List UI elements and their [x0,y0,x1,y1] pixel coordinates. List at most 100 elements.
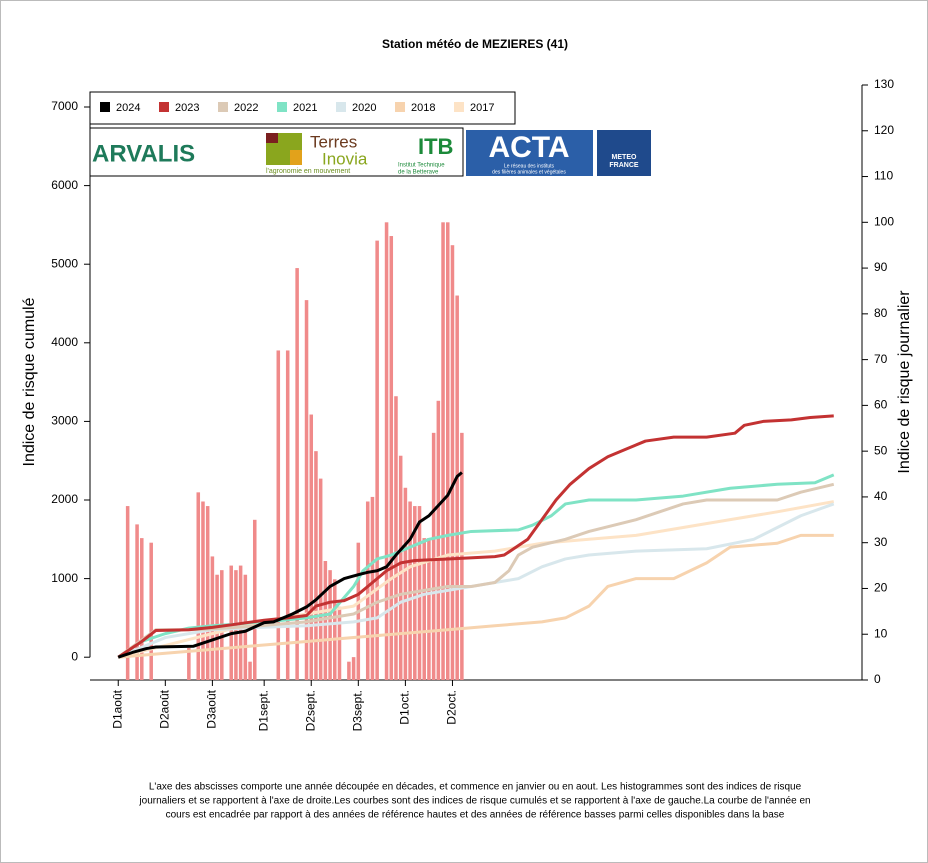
y2-tick-label: 130 [874,77,894,91]
y2-tick-label: 90 [874,260,888,274]
bar [323,561,328,680]
logo-arvalis: ARVALIS [92,140,195,167]
logo-inovia: Inovia [322,149,368,168]
bar [422,538,426,680]
y2-tick-label: 60 [874,398,888,412]
legend: 2024 2023 2022 2021 2020 2018 2017 [89,91,516,125]
legend-label: 2020 [352,102,376,114]
legend-swatch [277,102,287,112]
bar [403,487,408,680]
caption-line: journaliers et se rapportent à l'axe de … [138,796,810,807]
legend-label: 2023 [175,102,199,114]
logo-acta: ACTA [488,131,569,164]
bar [417,506,422,680]
caption-line: L'axe des abscisses comporte une année d… [149,782,802,793]
legend-label: 2024 [116,102,140,114]
x-tick-label: D2sept. [303,690,317,731]
y2-tick-label: 40 [874,489,888,503]
bar [455,295,459,680]
bar [201,501,205,680]
y-tick-label: 5000 [51,256,78,270]
x-tick-label: D1oct. [398,690,412,725]
y-tick-label: 6000 [51,178,78,192]
bar [140,538,144,680]
bar [389,236,394,681]
bar [365,501,370,680]
legend-label: 2018 [411,102,435,114]
bar [436,400,441,680]
bar [394,396,398,680]
caption-line: cours est encadrée par rapport à des ann… [166,810,785,821]
line-series [117,471,463,659]
y-axis-label: Indice de risque cumulé [21,297,38,466]
logo-itb-sub: de la Betterave [398,170,439,176]
bar [408,501,412,680]
y-tick-label: 1000 [51,571,78,585]
logo-mark [290,150,302,165]
y2-tick-label: 20 [874,581,888,595]
legend-swatch [159,102,169,112]
logo-meteo-bg [597,130,651,176]
logo-meteo: FRANCE [609,162,638,169]
x-tick-label: D2oct. [445,690,459,725]
x-tick-label: D1sept. [256,690,270,731]
bar [187,647,191,680]
logo-itb: ITB [418,134,453,159]
bar [441,222,445,681]
bar [384,222,389,681]
bar [318,478,323,680]
bar [285,350,290,680]
logo-terres: Terres [310,132,357,151]
logo-itb-sub: Institut Technique [398,163,445,169]
y-tick-label: 4000 [51,335,78,349]
bar [149,542,153,680]
logo-meteo: METEO [612,154,637,161]
bar [398,455,403,680]
y-tick-label: 2000 [51,492,78,506]
legend-swatch [454,102,464,112]
legend-swatch [218,102,228,112]
logo-mark [266,133,278,143]
bar [333,579,337,680]
y2-tick-label: 110 [874,169,893,183]
line-series [118,533,834,659]
logo-tagline: l'agronomie en mouvement [266,168,350,175]
y2-tick-label: 10 [874,626,888,640]
x-tick-label: D1août [110,689,124,728]
bar [347,661,351,680]
x-tick-label: D3sept. [350,690,364,731]
line-series [117,482,835,659]
y2-tick-label: 100 [874,214,894,228]
legend-label: 2022 [234,102,258,114]
bar [205,506,210,680]
logos: ARVALIS Terres Inovia l'agronomie en mou… [89,127,651,177]
logo-acta-bg [466,130,593,176]
y2-tick-label: 120 [874,123,894,137]
bar [427,538,431,680]
legend-label: 2017 [470,102,494,114]
y-tick-label: 0 [71,649,78,663]
bar [196,492,201,680]
y-tick-label: 7000 [51,99,78,113]
bar [314,451,318,680]
y2-axis-label: Indice de risque journalier [896,290,913,474]
bar [304,300,309,680]
chart-title: Station météo de MEZIERES (41) [382,37,568,51]
bar [135,524,139,680]
bar [248,661,252,680]
bar [276,350,281,680]
bar [460,432,464,680]
logo-acta-sub: Le réseau des instituts [504,163,555,169]
legend-swatch [100,102,110,112]
legend-swatch [395,102,405,112]
y2-tick-label: 80 [874,306,888,320]
y2-tick-label: 0 [874,672,881,686]
logo-acta-sub: des filières animales et végétales [492,169,566,175]
bar [309,414,314,680]
legend-swatch [336,102,346,112]
bar [125,506,130,680]
y2-tick-label: 70 [874,352,888,366]
y2-tick-label: 30 [874,535,888,549]
bar [375,240,379,680]
